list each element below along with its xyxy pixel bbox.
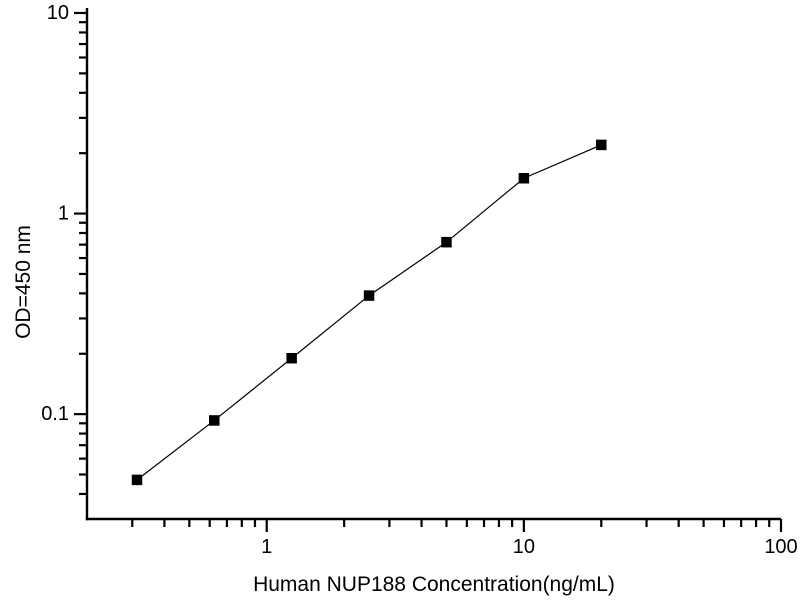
standard-curve-line — [136, 144, 602, 481]
tick-labels: 1 10 100 0.1 1 10 — [41, 2, 798, 558]
data-point-marker — [363, 290, 375, 301]
x-tick-label: 1 — [261, 536, 272, 558]
y-tick-label: 0.1 — [41, 403, 69, 425]
axes — [85, 8, 781, 521]
x-tick-label: 10 — [513, 536, 535, 558]
x-tick-label: 100 — [764, 536, 797, 558]
y-tick-label: 1 — [58, 203, 69, 225]
data-point-marker — [518, 172, 530, 184]
y-tick-label: 10 — [47, 2, 69, 24]
x-axis-title: Human NUP188 Concentration(ng/mL) — [253, 573, 615, 596]
data-series — [131, 139, 607, 486]
data-point-marker — [208, 415, 220, 426]
y-axis-title: OD=450 nm — [12, 225, 35, 339]
data-point-marker — [286, 352, 297, 364]
axis-ticks — [74, 11, 783, 532]
data-point-marker — [596, 139, 607, 151]
data-point-marker — [131, 474, 143, 486]
data-point-marker — [441, 236, 452, 248]
